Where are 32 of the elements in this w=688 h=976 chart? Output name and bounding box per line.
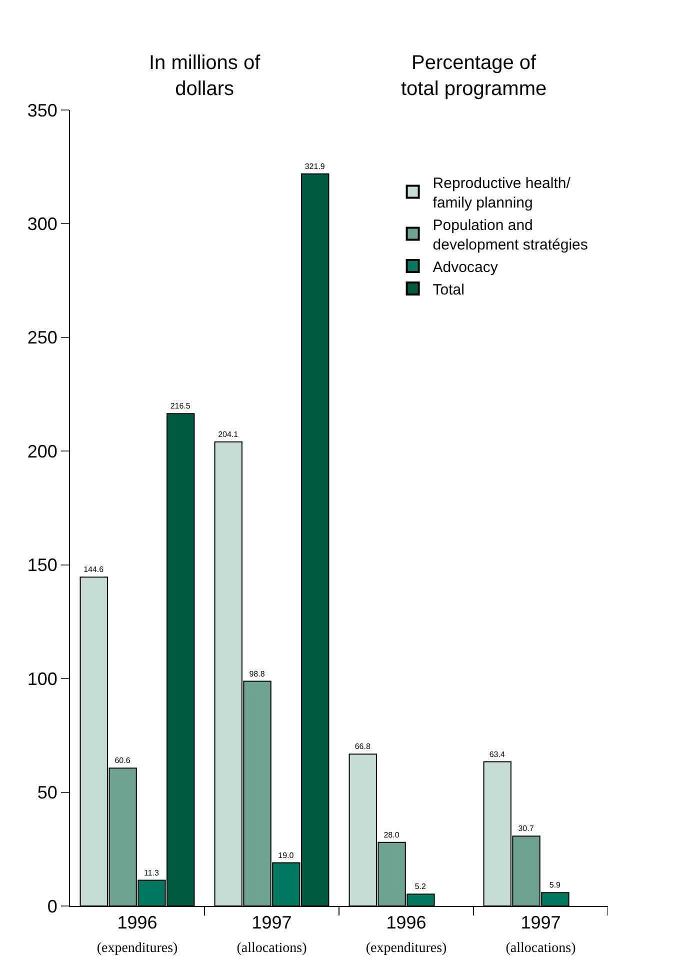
x-tick-label: 1996 (expenditures) bbox=[96, 912, 178, 956]
text: In millions of dollars bbox=[149, 52, 261, 100]
x-tick-label: 1997 (allocations) bbox=[506, 912, 576, 956]
data-label: 60.6 bbox=[114, 756, 131, 766]
data-label: 98.8 bbox=[249, 669, 266, 678]
y-tick-label: 0 bbox=[47, 896, 58, 916]
x-tick-label: 1997 (allocations) bbox=[236, 912, 308, 956]
data-label: 28.0 bbox=[384, 830, 400, 840]
legend-label: Advocacy bbox=[432, 258, 498, 276]
legend-label: Total bbox=[432, 281, 464, 298]
data-label: 144.6 bbox=[84, 565, 104, 574]
data-label: 66.8 bbox=[354, 742, 371, 752]
data-label: 63.4 bbox=[489, 750, 506, 759]
y-tick-label: 150 bbox=[27, 555, 58, 576]
y-tick-label: 300 bbox=[27, 214, 58, 234]
data-label: 30.7 bbox=[518, 824, 534, 834]
y-tick-label: 100 bbox=[27, 668, 58, 689]
legend-label: Population and development stratégies bbox=[432, 216, 588, 254]
data-label: 216.5 bbox=[170, 402, 191, 411]
data-label: 5.9 bbox=[549, 880, 562, 890]
y-tick-label: 200 bbox=[27, 441, 58, 462]
data-label: 204.1 bbox=[218, 430, 239, 439]
data-label: 5.2 bbox=[414, 882, 427, 892]
data-label: 11.3 bbox=[144, 868, 160, 878]
legend-label: Reproductive health/ family planning bbox=[432, 174, 572, 212]
x-tick-label: 1996 (expenditures) bbox=[366, 912, 448, 956]
data-label: 321.9 bbox=[304, 162, 326, 171]
data-label: 19.0 bbox=[278, 850, 294, 860]
y-tick-label: 350 bbox=[27, 100, 58, 120]
text: Percentage of total programme bbox=[401, 52, 547, 100]
y-tick-label: 250 bbox=[27, 328, 58, 348]
y-tick-label: 50 bbox=[37, 782, 58, 803]
